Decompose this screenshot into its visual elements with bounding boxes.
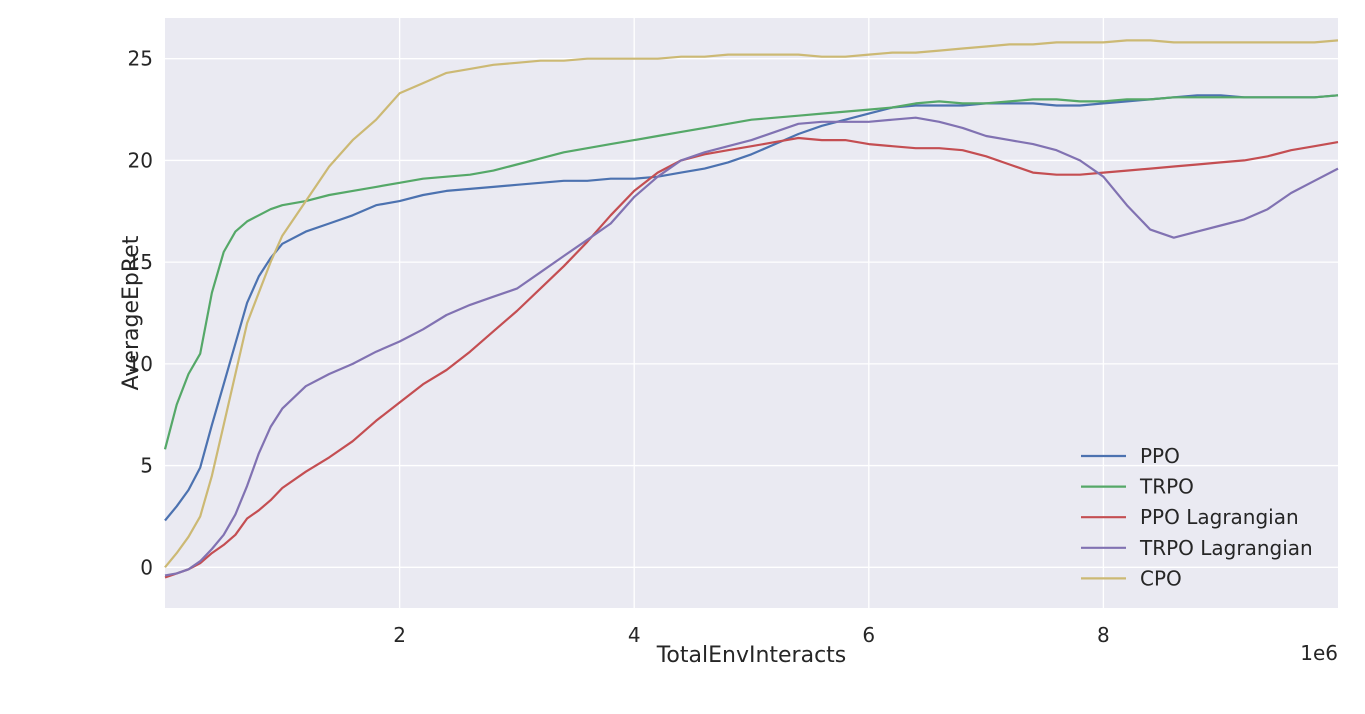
series-line-trpo-lagrangian	[164, 116, 1339, 577]
y-tick-label: 15	[128, 250, 153, 274]
y-tick-label: 10	[128, 352, 153, 376]
y-tick-labels: 0 5 10 15 20 25	[128, 47, 153, 580]
legend-label: CPO	[1140, 566, 1182, 590]
x-tick-label: 2	[393, 623, 406, 647]
x-tick-label: 4	[628, 623, 641, 647]
legend-label: TRPO Lagrangian	[1139, 536, 1313, 560]
legend-label: PPO Lagrangian	[1140, 505, 1299, 529]
y-tick-label: 5	[140, 454, 153, 478]
legend-label: TRPO	[1139, 475, 1194, 499]
x-tick-labels: 2 4 6 8	[393, 623, 1110, 647]
x-axis-offset-label: 1e6	[1300, 641, 1338, 665]
plot-area	[165, 18, 1338, 608]
legend-label: PPO	[1140, 444, 1180, 468]
grid-lines	[165, 18, 1338, 608]
legend: PPO TRPO PPO Lagrangian TRPO Lagrangian CPO	[1081, 444, 1313, 590]
y-tick-label: 0	[140, 555, 153, 579]
y-tick-label: 20	[128, 148, 153, 172]
x-tick-label: 6	[862, 623, 875, 647]
y-tick-label: 25	[128, 47, 153, 71]
x-tick-label: 8	[1097, 623, 1110, 647]
series-lines	[163, 39, 1339, 579]
y-axis-label: AverageEpRet	[119, 235, 144, 390]
x-axis-label: TotalEnvInteracts	[656, 643, 847, 668]
series-line-trpo	[163, 94, 1339, 450]
series-line-cpo	[164, 39, 1339, 568]
